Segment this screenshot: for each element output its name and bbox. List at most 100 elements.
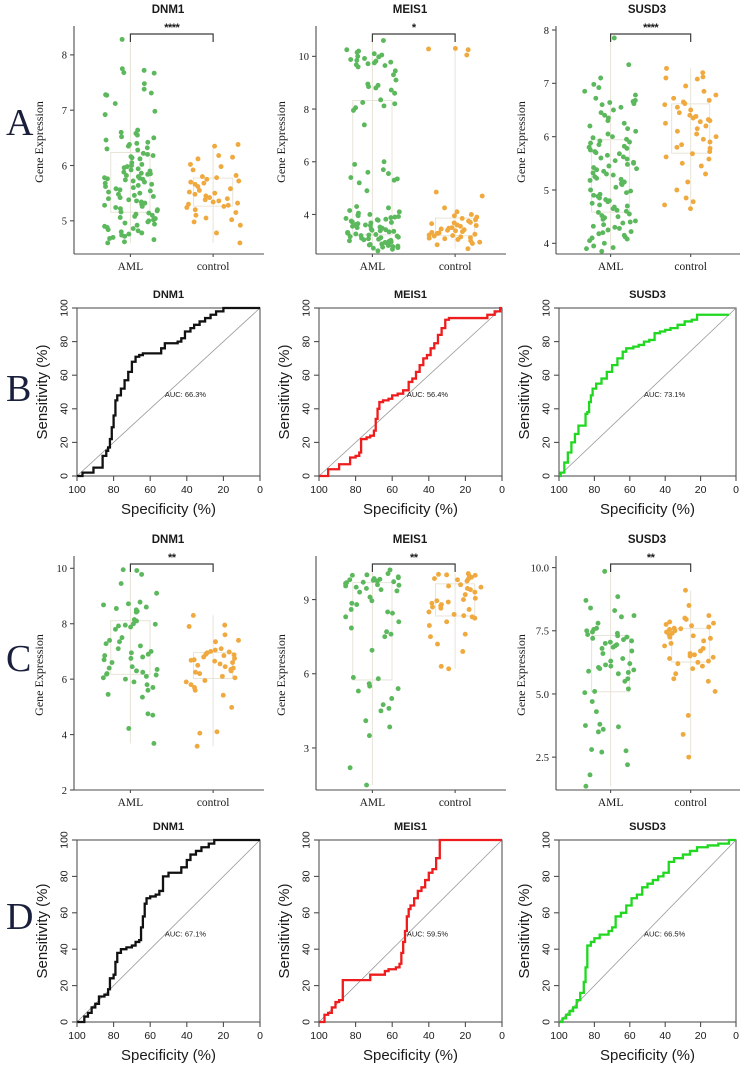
roc-curve: [559, 838, 736, 1024]
y-axis-title: Sensitivity (%): [34, 883, 51, 978]
data-point: [374, 578, 380, 584]
data-point: [343, 215, 349, 221]
data-point: [221, 203, 227, 209]
auc-label: AUC: 73.1%: [644, 390, 686, 399]
data-point: [354, 57, 360, 63]
x-tick-label-control: control: [439, 797, 472, 809]
y-tick-label: 40: [541, 403, 553, 415]
data-point: [464, 578, 470, 584]
x-tick-label: 20: [695, 484, 707, 496]
data-point: [145, 687, 151, 693]
data-point: [621, 637, 626, 643]
data-point: [380, 167, 386, 173]
data-point: [151, 70, 157, 76]
data-point: [140, 150, 146, 156]
data-point: [595, 729, 601, 735]
data-point: [118, 209, 124, 215]
data-point: [188, 179, 194, 185]
data-point: [620, 220, 626, 226]
data-point: [375, 582, 380, 588]
roc-plot-d-meis1: MEIS1 AUC: 59.5% 100 80 60 40 20 0 Specificity (…: [272, 818, 510, 1070]
data-point: [438, 605, 444, 611]
data-point: [152, 221, 157, 227]
data-point: [426, 46, 432, 52]
data-point: [140, 669, 146, 675]
data-point: [690, 115, 696, 121]
y-axis-title: Sensitivity (%): [516, 883, 533, 978]
data-point: [587, 123, 593, 129]
data-point: [687, 653, 693, 659]
data-point: [212, 658, 218, 664]
data-point: [133, 609, 139, 615]
data-point: [394, 588, 400, 594]
data-point: [153, 672, 159, 678]
data-point: [202, 197, 208, 203]
data-point: [116, 623, 121, 629]
x-tick-label: 40: [181, 484, 193, 496]
y-axis-title: Gene Expression: [274, 634, 288, 716]
data-point: [431, 233, 437, 239]
data-point: [663, 120, 668, 126]
data-point: [700, 70, 706, 76]
x-tick-label: 60: [624, 484, 636, 496]
data-point: [145, 651, 151, 657]
data-point: [472, 595, 478, 601]
data-point: [465, 47, 471, 53]
data-point: [119, 66, 125, 72]
x-tick-label: 60: [386, 484, 398, 496]
data-point: [596, 85, 602, 91]
data-point: [347, 234, 353, 240]
data-point: [195, 184, 201, 189]
data-point: [610, 245, 616, 251]
data-point: [150, 712, 156, 718]
data-point: [616, 225, 622, 231]
data-point: [190, 167, 196, 173]
data-point: [364, 188, 370, 194]
data-point: [149, 212, 155, 218]
data-point: [365, 169, 371, 175]
data-point: [370, 577, 376, 583]
data-point: [671, 95, 677, 101]
data-point: [683, 587, 688, 593]
data-point: [367, 212, 373, 217]
data-point: [219, 673, 225, 679]
data-point: [663, 622, 669, 627]
data-point: [461, 613, 467, 619]
auc-label: AUC: 59.5%: [407, 929, 449, 938]
series-control: [662, 65, 719, 212]
data-point: [703, 123, 709, 129]
y-axis-title: Gene Expression: [32, 634, 46, 716]
y-tick-label: 4: [304, 210, 310, 221]
data-point: [459, 229, 465, 235]
data-point: [583, 597, 589, 603]
data-point: [349, 600, 355, 606]
auc-label: AUC: 66.5%: [644, 929, 686, 938]
data-point: [624, 161, 630, 167]
plot-frame: [318, 307, 503, 477]
data-point: [233, 210, 239, 215]
data-point: [369, 598, 375, 604]
data-point: [343, 583, 349, 589]
data-point: [385, 609, 391, 615]
diagonal-reference-line: [318, 839, 503, 1023]
data-point: [706, 97, 712, 103]
y-axis-title: Gene Expression: [514, 634, 528, 716]
data-point: [144, 145, 150, 151]
y-tick-label: 5: [544, 186, 549, 197]
data-point: [473, 217, 478, 223]
data-point: [600, 230, 606, 236]
data-point: [607, 639, 613, 645]
data-point: [348, 175, 354, 181]
data-point: [221, 653, 227, 659]
data-point: [343, 614, 349, 620]
data-point: [354, 225, 360, 231]
data-point: [382, 634, 388, 640]
data-point: [388, 215, 394, 221]
data-point: [674, 187, 680, 193]
data-point: [699, 663, 705, 669]
data-point: [442, 205, 447, 211]
data-point: [668, 640, 674, 646]
data-point: [450, 233, 456, 238]
data-point: [103, 641, 109, 647]
